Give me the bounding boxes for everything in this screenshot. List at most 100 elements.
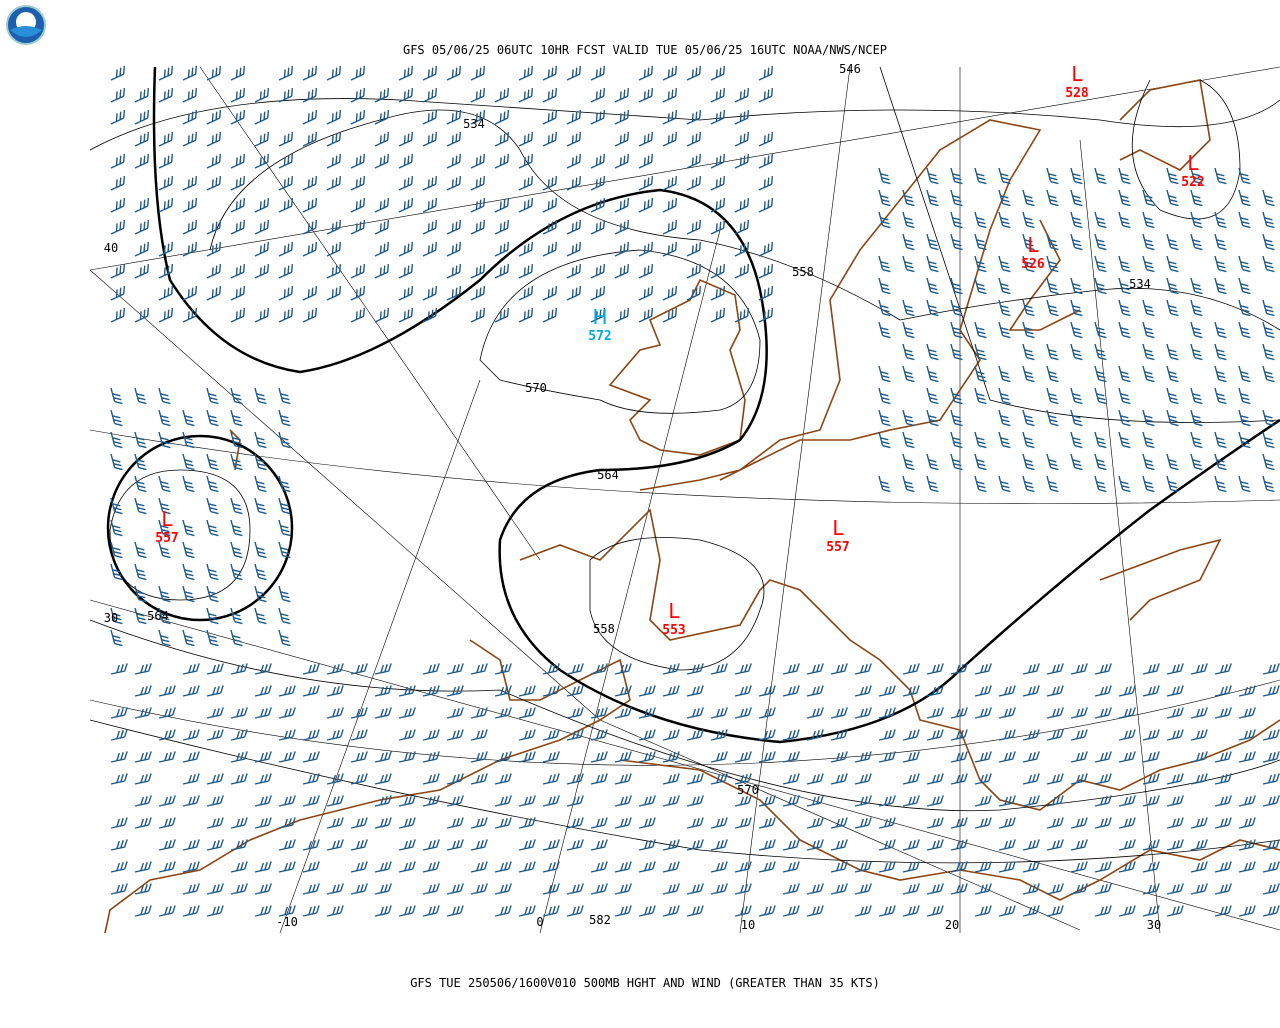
barb-shape [134, 795, 152, 807]
barb-shape [1118, 167, 1131, 185]
barb-shape [110, 109, 126, 125]
wind-barb [998, 839, 1016, 851]
barb-shape [134, 563, 147, 581]
wind-barb [518, 685, 536, 697]
barb-shape [374, 861, 392, 873]
barb-shape [686, 285, 702, 301]
barb-shape [1262, 233, 1275, 251]
barb-shape [542, 87, 558, 103]
wind-barb [950, 773, 968, 785]
barb-shape [758, 729, 776, 741]
wind-barb [470, 65, 486, 81]
barb-shape [542, 241, 558, 257]
wind-barb [278, 497, 291, 515]
center-value: 526 [1021, 257, 1045, 272]
wind-barb [806, 773, 824, 785]
wind-barb [494, 663, 512, 675]
center-value: 528 [1065, 86, 1089, 101]
barb-shape [974, 365, 987, 383]
barb-shape [902, 861, 920, 873]
wind-barb [350, 663, 368, 675]
wind-barb [470, 663, 488, 675]
barb-shape [302, 751, 320, 763]
barb-shape [734, 663, 752, 675]
wind-barb [110, 839, 128, 851]
wind-barb [950, 751, 968, 763]
barb-shape [1238, 189, 1251, 207]
wind-barb [854, 861, 872, 873]
barb-shape [446, 65, 462, 81]
wind-barb [398, 175, 414, 191]
wind-barb [398, 707, 416, 719]
barb-shape [1022, 685, 1040, 697]
wind-barb [374, 109, 390, 125]
wind-barb [494, 219, 510, 235]
wind-barb [1022, 365, 1035, 383]
wind-barb [326, 65, 342, 81]
wind-barb [446, 795, 464, 807]
wind-barb [1118, 365, 1131, 383]
wind-barb [1046, 729, 1064, 741]
noaa-logo [6, 5, 46, 45]
barb-shape [758, 131, 774, 147]
barb-shape [902, 255, 915, 273]
barb-shape [134, 87, 150, 103]
barb-shape [878, 707, 896, 719]
barb-shape [398, 729, 416, 741]
barb-shape [590, 839, 608, 851]
wind-barb [1070, 663, 1088, 675]
wind-barb [854, 795, 872, 807]
wind-barb [158, 497, 171, 515]
barb-shape [206, 285, 222, 301]
barb-shape [854, 817, 872, 829]
wind-barb [806, 817, 824, 829]
wind-barb [1166, 773, 1184, 785]
barb-shape [1142, 321, 1155, 339]
barb-shape [710, 109, 726, 125]
wind-barb [686, 685, 704, 697]
barb-shape [686, 65, 702, 81]
wind-barb [902, 663, 920, 675]
barb-shape [950, 387, 963, 405]
barb-shape [1070, 233, 1083, 251]
barb-shape [974, 233, 987, 251]
wind-barb [638, 65, 654, 81]
wind-barb [926, 167, 939, 185]
barb-shape [134, 263, 150, 279]
barb-shape [278, 817, 296, 829]
wind-barb [614, 883, 632, 895]
barb-shape [1262, 795, 1280, 807]
center-value: 553 [662, 623, 685, 638]
wind-barb [110, 431, 123, 449]
wind-barb [1166, 343, 1179, 361]
barb-shape [974, 211, 987, 229]
barb-shape [1190, 707, 1208, 719]
wind-barb [278, 905, 296, 917]
wind-barb [758, 729, 776, 741]
wind-barb [1118, 729, 1136, 741]
wind-barb [494, 773, 512, 785]
wind-barb [182, 629, 195, 647]
wind-barb [206, 663, 224, 675]
barb-shape [686, 153, 702, 169]
wind-barb [422, 285, 438, 301]
wind-barb [902, 321, 915, 339]
barb-shape [422, 131, 438, 147]
wind-barb [134, 263, 150, 279]
barb-shape [254, 585, 267, 603]
barb-shape [206, 607, 219, 625]
wind-barb [446, 839, 464, 851]
wind-barb [1118, 905, 1136, 917]
wind-barb [254, 387, 267, 405]
wind-barb [1070, 839, 1088, 851]
barb-shape [782, 773, 800, 785]
wind-barb [1166, 475, 1179, 493]
barb-shape [350, 285, 366, 301]
wind-barb [1238, 475, 1251, 493]
barb-shape [230, 153, 246, 169]
wind-barb [1190, 817, 1208, 829]
wind-barb [446, 219, 462, 235]
wind-barb [1214, 167, 1227, 185]
barb-shape [158, 153, 174, 169]
wind-barb [1190, 453, 1203, 471]
